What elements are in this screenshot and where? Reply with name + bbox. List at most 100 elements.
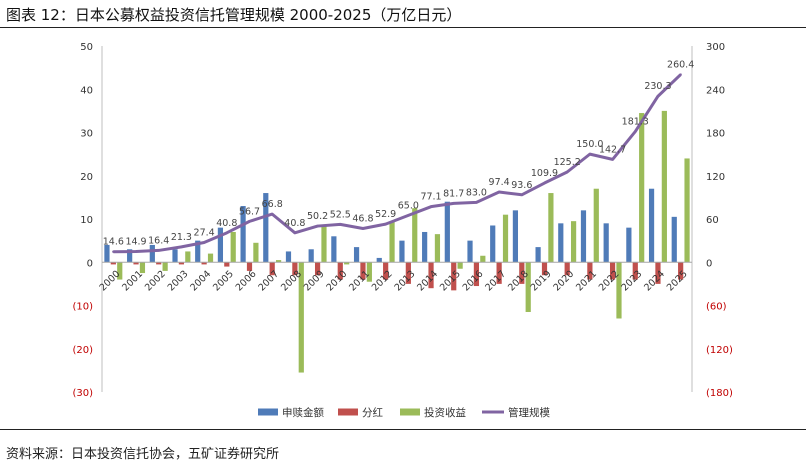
bar-dividend: [541, 262, 548, 276]
bar-subscription: [285, 251, 292, 263]
bar-return: [298, 262, 304, 373]
x-tick-label: 2015: [438, 269, 463, 294]
bar-dividend: [337, 262, 343, 280]
bar-subscription: [444, 201, 450, 263]
x-tick-label: 2017: [483, 269, 508, 294]
bar-subscription: [399, 240, 405, 263]
bar-dividend: [678, 262, 684, 280]
legend-swatch-return: [400, 408, 420, 416]
x-tick-label: 2013: [393, 269, 418, 294]
bar-return: [207, 253, 214, 263]
aum-value-label: 40.8: [284, 218, 305, 229]
bar-return: [502, 214, 509, 263]
bar-dividend: [246, 262, 253, 271]
aum-value-label: 181.3: [622, 117, 649, 128]
bar-dividend: [564, 262, 570, 276]
aum-point: [270, 212, 274, 216]
legend-swatch-dividend: [338, 408, 358, 416]
bar-dividend: [496, 262, 502, 284]
y-right-tick-label: 300: [706, 42, 725, 53]
bar-return: [480, 255, 486, 263]
y-left-tick-label: (20): [72, 345, 93, 356]
title-divider: [0, 27, 806, 28]
bar-return: [139, 262, 146, 274]
y-left-tick-label: 30: [80, 129, 93, 140]
aum-value-label: 50.2: [307, 211, 328, 222]
x-tick-label: 2003: [166, 269, 191, 294]
y-left-tick-label: (10): [72, 302, 93, 313]
bar-return: [230, 231, 236, 263]
bar-dividend: [178, 262, 185, 265]
bar-return: [117, 262, 123, 280]
x-tick-label: 2007: [256, 269, 281, 294]
bar-subscription: [535, 247, 541, 263]
bar-return: [525, 262, 531, 312]
x-tick-label: 2021: [574, 269, 599, 294]
bar-subscription: [648, 188, 655, 263]
y-right-tick-label: 0: [706, 258, 712, 269]
aum-point: [588, 152, 592, 156]
bar-subscription: [104, 244, 110, 263]
bar-dividend: [655, 262, 661, 284]
aum-value-label: 21.3: [171, 232, 192, 243]
bar-return: [162, 262, 168, 271]
y-right-tick-label: 120: [706, 172, 725, 183]
aum-point: [339, 223, 342, 226]
bar-dividend: [224, 262, 230, 267]
aum-point: [248, 220, 251, 223]
legend-label-return: 投资收益: [424, 406, 466, 419]
bar-dividend: [519, 262, 525, 284]
aum-point: [407, 214, 410, 217]
bar-return: [593, 188, 599, 263]
aum-point: [225, 231, 229, 235]
bar-return: [344, 262, 350, 265]
bar-dividend: [201, 262, 207, 265]
figure-title: 图表 12：日本公募权益投资信托管理规模 2000-2025（万亿日元）: [6, 6, 462, 24]
aum-value-label: 77.1: [420, 192, 441, 203]
bar-subscription: [217, 227, 224, 263]
bar-return: [412, 208, 418, 263]
bar-return: [366, 262, 372, 282]
aum-point: [134, 250, 138, 253]
bar-dividend: [110, 262, 116, 265]
aum-value-label: 14.6: [103, 237, 124, 248]
aum-value-label: 93.6: [511, 180, 532, 191]
aum-point: [293, 231, 297, 235]
legend-label-dividend: 分红: [362, 406, 383, 419]
bar-subscription: [331, 236, 337, 263]
bar-dividend: [133, 262, 139, 265]
aum-point: [679, 73, 682, 76]
aum-value-label: 81.7: [443, 188, 464, 199]
bar-dividend: [156, 262, 162, 265]
aum-point: [565, 170, 569, 174]
aum-point: [180, 245, 183, 249]
bar-return: [434, 234, 441, 263]
bar-dividend: [292, 262, 298, 276]
y-right-tick-label: (120): [706, 345, 733, 356]
bar-dividend: [632, 262, 638, 280]
bar-subscription: [353, 247, 360, 263]
bar-return: [684, 158, 690, 263]
bar-return: [275, 260, 282, 263]
aum-point: [384, 222, 387, 226]
combo-chart: 50403020100(10)(20)(30)300240180120600(6…: [72, 42, 733, 419]
bar-subscription: [422, 231, 428, 263]
aum-value-label: 109.9: [531, 168, 558, 179]
bar-subscription: [467, 240, 473, 263]
source-note: 资料来源：日本投资信托协会，五矿证券研究所: [6, 447, 280, 462]
aum-point: [361, 227, 365, 230]
aum-point: [429, 205, 433, 208]
aum-value-label: 125.2: [554, 157, 581, 168]
aum-point: [112, 250, 115, 253]
aum-value-label: 142.7: [599, 144, 626, 155]
aum-value-label: 14.9: [125, 237, 146, 248]
bar-dividend: [405, 262, 411, 284]
legend-label-subscription: 申赎金额: [282, 406, 324, 419]
bar-dividend: [360, 262, 366, 280]
x-tick-label: 2006: [234, 269, 259, 294]
bar-dividend: [587, 262, 593, 280]
aum-point: [316, 224, 319, 228]
bar-subscription: [603, 223, 609, 263]
bar-dividend: [269, 262, 275, 276]
aum-point: [475, 201, 478, 204]
